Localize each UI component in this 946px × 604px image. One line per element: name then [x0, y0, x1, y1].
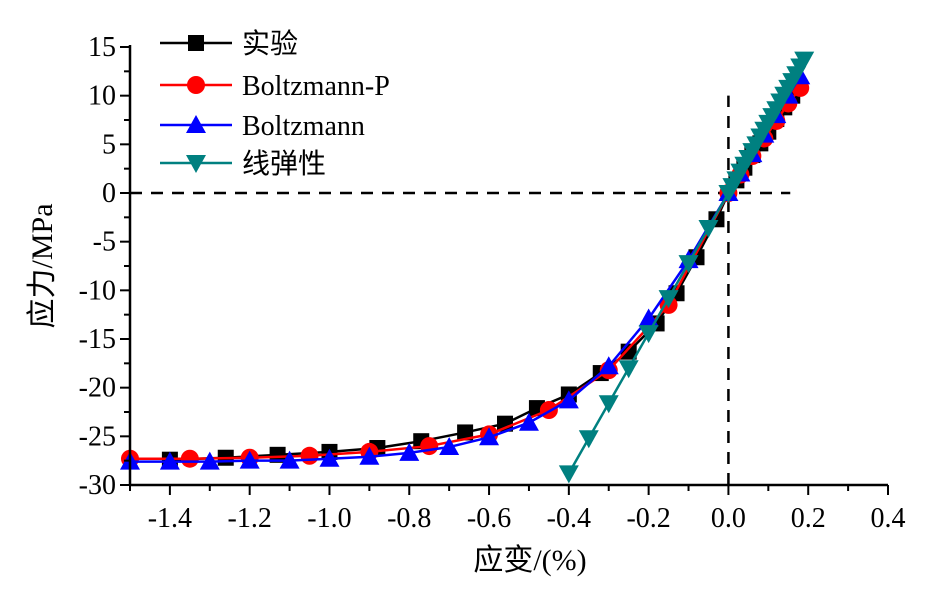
- legend-marker: [186, 115, 206, 133]
- data-point: [794, 51, 815, 70]
- data-point: [180, 449, 199, 468]
- legend-label: Boltzmann-P: [242, 71, 390, 102]
- series-3: [558, 51, 815, 484]
- data-point: [598, 395, 619, 414]
- x-tick-label: -0.8: [387, 503, 431, 534]
- legend: 实验 Boltzmann-P Boltzmann 线弹性: [160, 28, 390, 180]
- legend-label: 线弹性: [242, 148, 326, 180]
- data-point: [558, 390, 579, 409]
- x-tick-label: 0.2: [791, 503, 826, 534]
- y-tick-label: -15: [79, 324, 116, 355]
- series-0: [161, 87, 801, 468]
- legend-label: 实验: [242, 28, 298, 60]
- data-point: [319, 448, 340, 467]
- x-tick-label: -1.2: [228, 503, 272, 534]
- y-tick-label: -30: [79, 470, 116, 501]
- data-point: [558, 465, 579, 484]
- x-tick-label: -0.6: [467, 503, 511, 534]
- data-point: [239, 450, 260, 469]
- data-point: [658, 290, 679, 309]
- legend-marker: [188, 35, 204, 51]
- x-tick-label: 0.4: [871, 503, 906, 534]
- data-point: [279, 450, 300, 469]
- data-point: [678, 255, 699, 274]
- x-tick-label: -0.2: [626, 503, 670, 534]
- data-point: [359, 446, 380, 465]
- data-point: [698, 220, 719, 239]
- series-2: [120, 66, 811, 470]
- x-tick-label: -1.0: [307, 503, 351, 534]
- data-point: [638, 325, 659, 344]
- data-point: [479, 427, 500, 446]
- data-point: [159, 451, 180, 470]
- y-tick-label: 0: [102, 178, 116, 209]
- data-point: [439, 437, 460, 456]
- series-line: [130, 75, 802, 463]
- data-point: [618, 360, 639, 379]
- y-tick-label: -20: [79, 373, 116, 404]
- plot-area: [120, 51, 815, 485]
- y-tick-label: -5: [93, 227, 116, 258]
- data-point: [269, 446, 286, 463]
- x-axis-label: 应变/(%): [473, 544, 586, 577]
- series-1: [121, 78, 810, 468]
- data-point: [518, 412, 539, 431]
- data-point: [598, 356, 619, 375]
- y-tick-label: 5: [102, 129, 116, 160]
- data-point: [457, 424, 474, 441]
- legend-marker: [187, 76, 205, 94]
- series-line: [130, 87, 802, 460]
- y-axis-label: 应力/MPa: [26, 203, 59, 328]
- legend-label: Boltzmann: [242, 111, 365, 142]
- axes: -1.4 -1.2 -1.0 -0.8 -0.6 -0.4 -0.2 0.0 0.2 0.4 -30…: [79, 32, 906, 534]
- x-tick-label: 0.0: [711, 503, 746, 534]
- y-tick-label: -25: [79, 421, 116, 452]
- y-tick-label: -10: [79, 275, 116, 306]
- data-point: [399, 442, 420, 461]
- data-point: [578, 430, 599, 449]
- data-point: [420, 437, 439, 456]
- data-point: [199, 451, 220, 470]
- y-tick-label: 10: [88, 81, 116, 112]
- y-tick-label: 15: [88, 32, 116, 63]
- x-tick-label: -1.4: [148, 503, 192, 534]
- data-point: [497, 415, 514, 432]
- data-point: [300, 446, 319, 465]
- x-tick-label: -0.4: [547, 503, 591, 534]
- legend-marker: [186, 155, 206, 173]
